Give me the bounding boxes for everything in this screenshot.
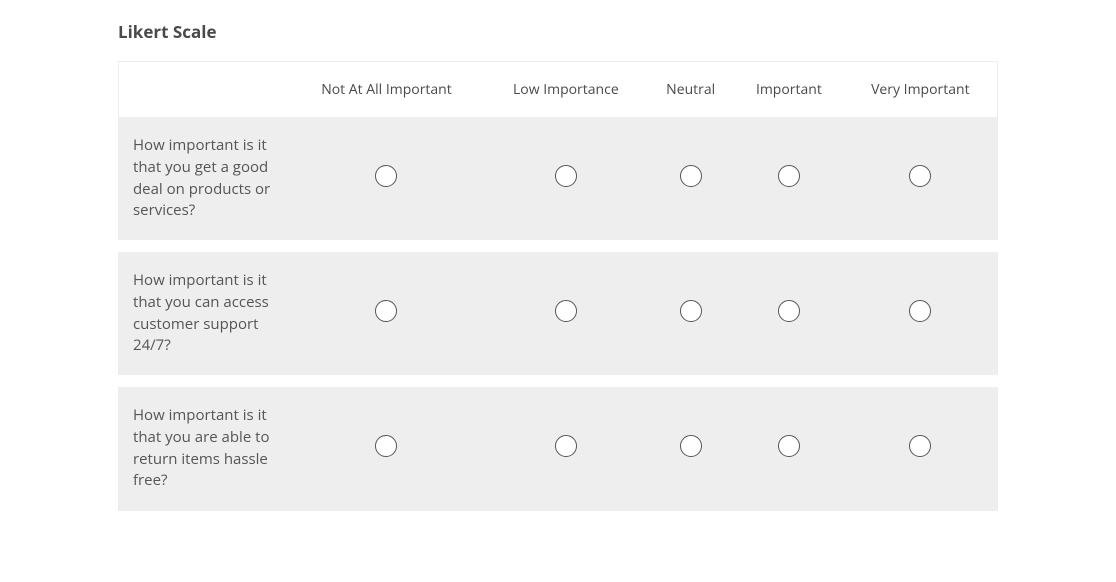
likert-cell xyxy=(484,117,647,246)
radio-q1-c2[interactable] xyxy=(680,300,702,322)
likert-cell xyxy=(484,246,647,381)
radio-q1-c0[interactable] xyxy=(375,300,397,322)
radio-q1-c4[interactable] xyxy=(909,300,931,322)
likert-cell xyxy=(844,117,998,246)
likert-header-blank xyxy=(119,62,289,118)
likert-header-row: Not At All Important Low Importance Neut… xyxy=(119,62,998,118)
likert-cell xyxy=(289,381,485,511)
likert-header-col-4: Very Important xyxy=(844,62,998,118)
likert-cell xyxy=(289,246,485,381)
radio-q2-c1[interactable] xyxy=(555,435,577,457)
radio-q0-c0[interactable] xyxy=(375,165,397,187)
radio-q0-c3[interactable] xyxy=(778,165,800,187)
radio-q2-c2[interactable] xyxy=(680,435,702,457)
likert-cell xyxy=(647,117,734,246)
likert-question-1: How important is it that you can access … xyxy=(119,246,289,381)
likert-cell xyxy=(289,117,485,246)
likert-cell xyxy=(734,381,844,511)
likert-header-col-3: Important xyxy=(734,62,844,118)
radio-q0-c4[interactable] xyxy=(909,165,931,187)
likert-header-col-1: Low Importance xyxy=(484,62,647,118)
likert-cell xyxy=(484,381,647,511)
likert-cell xyxy=(844,246,998,381)
likert-header-col-2: Neutral xyxy=(647,62,734,118)
likert-container: Likert Scale Not At All Important Low Im… xyxy=(58,20,1058,511)
table-row: How important is it that you can access … xyxy=(119,246,998,381)
radio-q0-c2[interactable] xyxy=(680,165,702,187)
radio-q1-c1[interactable] xyxy=(555,300,577,322)
likert-cell xyxy=(844,381,998,511)
likert-cell xyxy=(734,246,844,381)
likert-cell xyxy=(647,246,734,381)
likert-question-2: How important is it that you are able to… xyxy=(119,381,289,511)
table-row: How important is it that you are able to… xyxy=(119,381,998,511)
radio-q2-c0[interactable] xyxy=(375,435,397,457)
radio-q1-c3[interactable] xyxy=(778,300,800,322)
likert-table: Not At All Important Low Importance Neut… xyxy=(118,61,998,511)
likert-cell xyxy=(734,117,844,246)
likert-cell xyxy=(647,381,734,511)
likert-question-0: How important is it that you get a good … xyxy=(119,117,289,246)
likert-title: Likert Scale xyxy=(118,20,998,43)
radio-q0-c1[interactable] xyxy=(555,165,577,187)
likert-header-col-0: Not At All Important xyxy=(289,62,485,118)
radio-q2-c3[interactable] xyxy=(778,435,800,457)
table-row: How important is it that you get a good … xyxy=(119,117,998,246)
radio-q2-c4[interactable] xyxy=(909,435,931,457)
